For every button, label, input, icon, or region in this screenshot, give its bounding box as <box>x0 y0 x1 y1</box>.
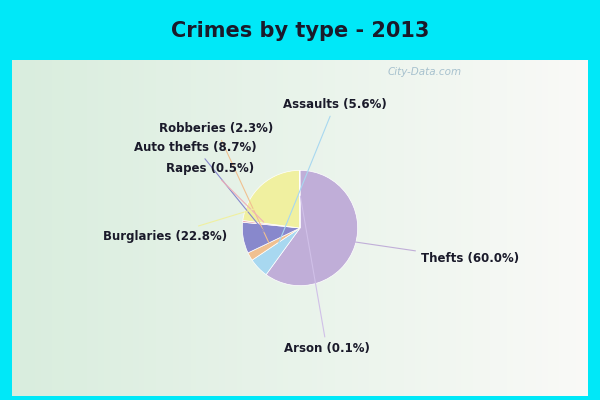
Wedge shape <box>252 228 300 275</box>
Text: Assaults (5.6%): Assaults (5.6%) <box>276 98 387 250</box>
Text: Crimes by type - 2013: Crimes by type - 2013 <box>171 21 429 41</box>
Wedge shape <box>242 222 300 253</box>
Text: Rapes (0.5%): Rapes (0.5%) <box>166 162 263 222</box>
Text: City-Data.com: City-Data.com <box>387 67 461 77</box>
Text: Auto thefts (8.7%): Auto thefts (8.7%) <box>134 141 264 232</box>
Wedge shape <box>243 170 300 228</box>
Text: Robberies (2.3%): Robberies (2.3%) <box>159 122 273 243</box>
Text: Burglaries (22.8%): Burglaries (22.8%) <box>103 203 274 242</box>
Text: Arson (0.1%): Arson (0.1%) <box>284 196 370 356</box>
Wedge shape <box>266 170 358 286</box>
Wedge shape <box>248 228 300 260</box>
Text: Thefts (60.0%): Thefts (60.0%) <box>335 239 519 266</box>
Wedge shape <box>242 220 300 228</box>
